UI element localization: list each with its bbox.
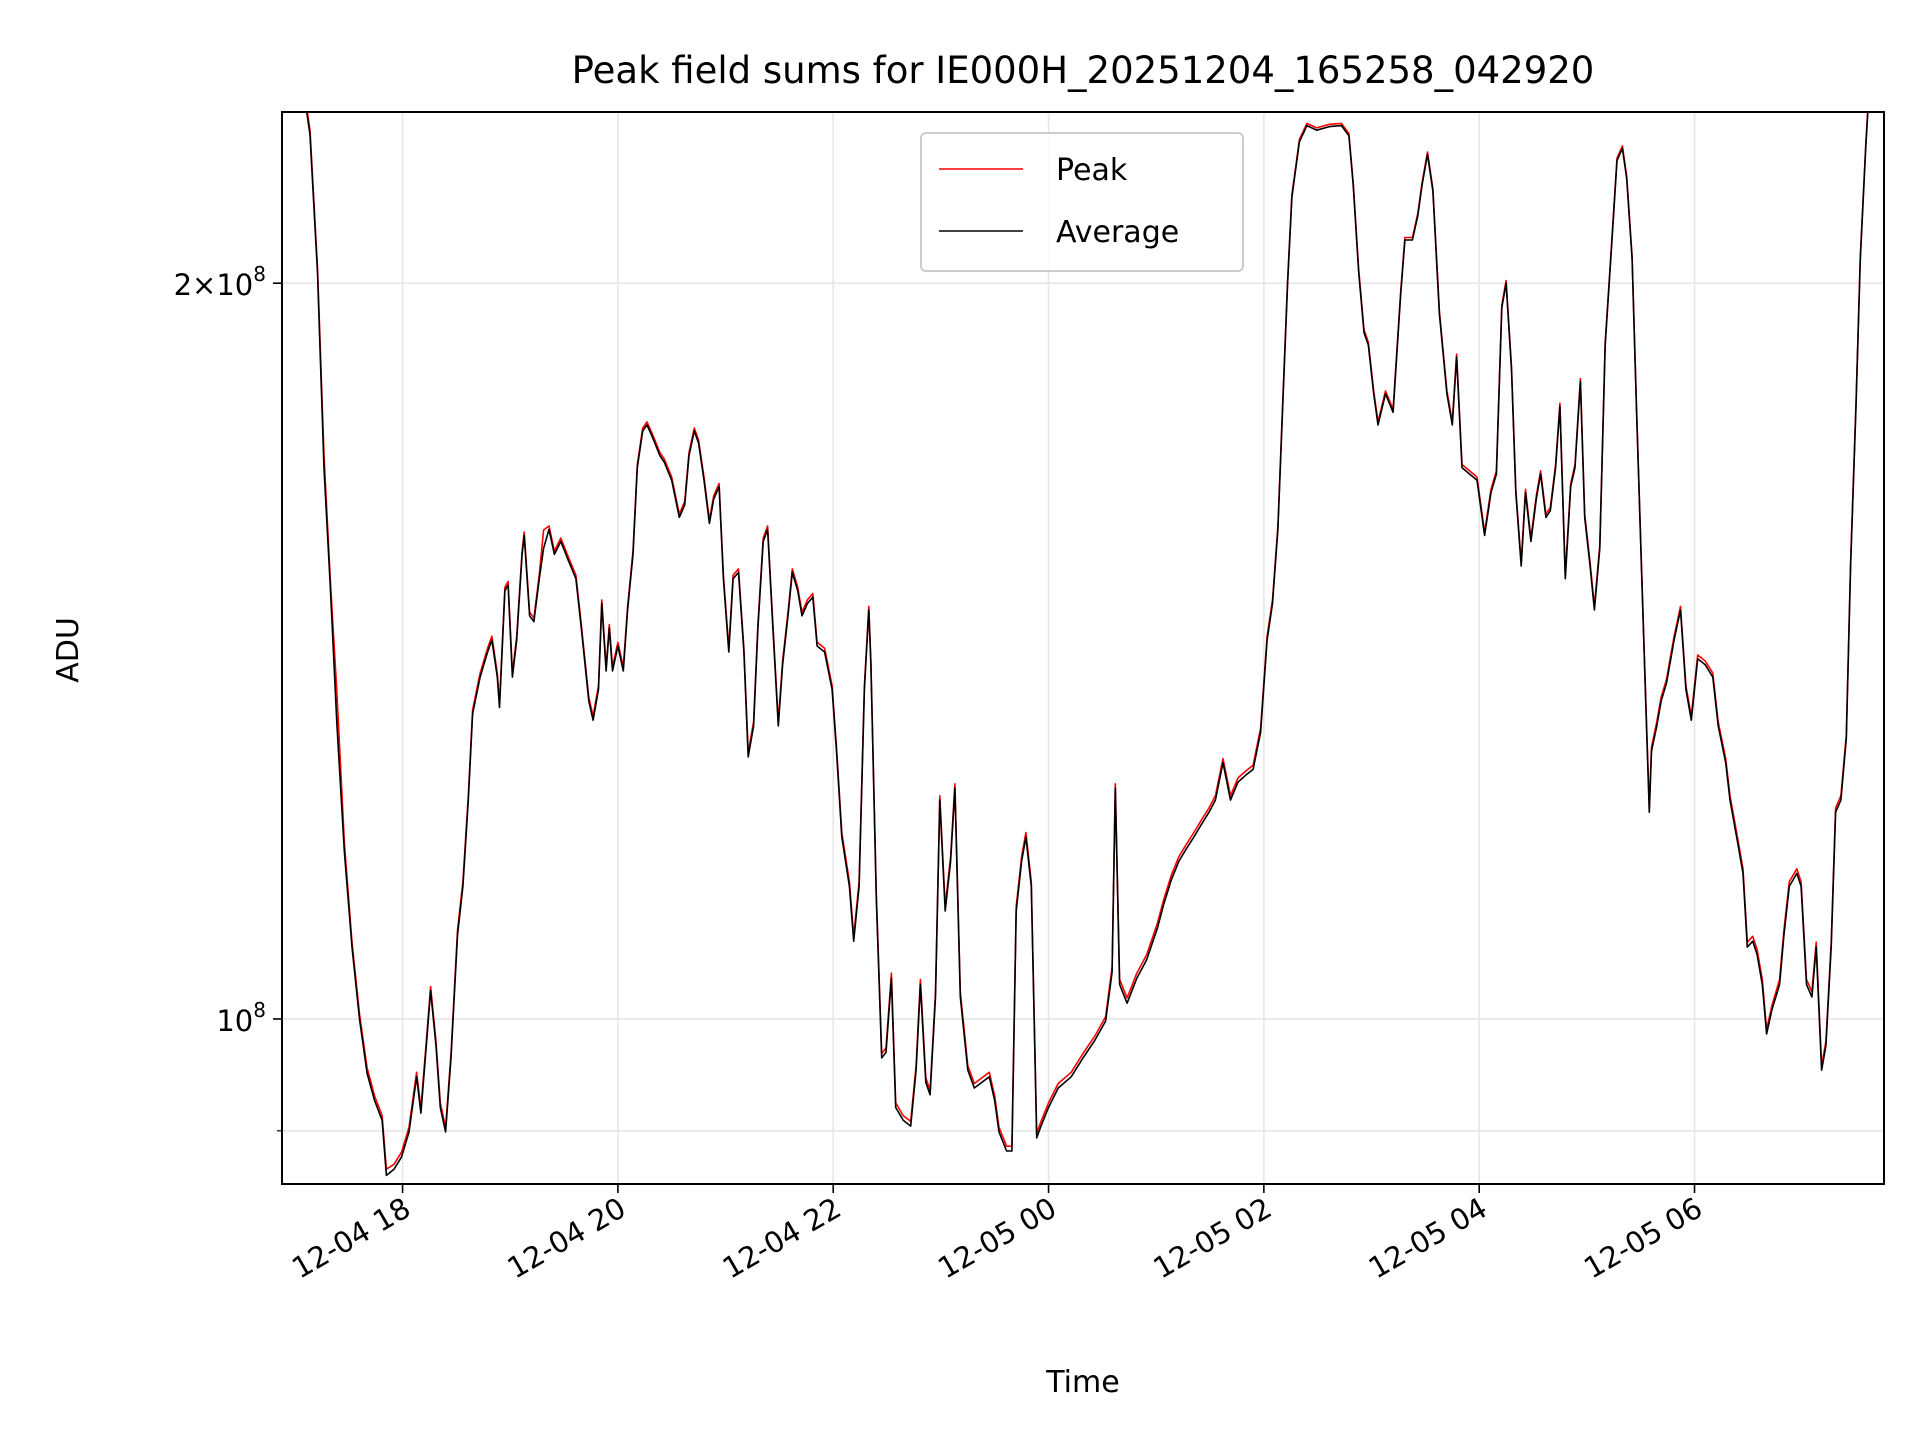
x-axis-label: Time [1045,1365,1119,1400]
legend: Peak Average [920,132,1244,272]
series-lines [305,112,1869,1177]
legend-box [920,132,1244,272]
average-series-line [305,112,1869,1177]
y-tick-label: 108 [216,998,266,1038]
plot-frame [281,111,1885,1185]
y-tick-label-base: 10 [216,1004,253,1038]
y-tick-label-exponent: 8 [253,998,266,1022]
y-tick-label: 2×108 [174,262,266,302]
y-tick-label-base: 2×10 [174,268,254,302]
y-axis-label: ADU [51,617,86,683]
legend-peak-label: Peak [1056,153,1128,188]
legend-average-label: Average [1056,215,1179,250]
chart-title: Peak field sums for IE000H_20251204_1652… [572,49,1595,92]
y-tick-label-exponent: 8 [253,262,266,286]
